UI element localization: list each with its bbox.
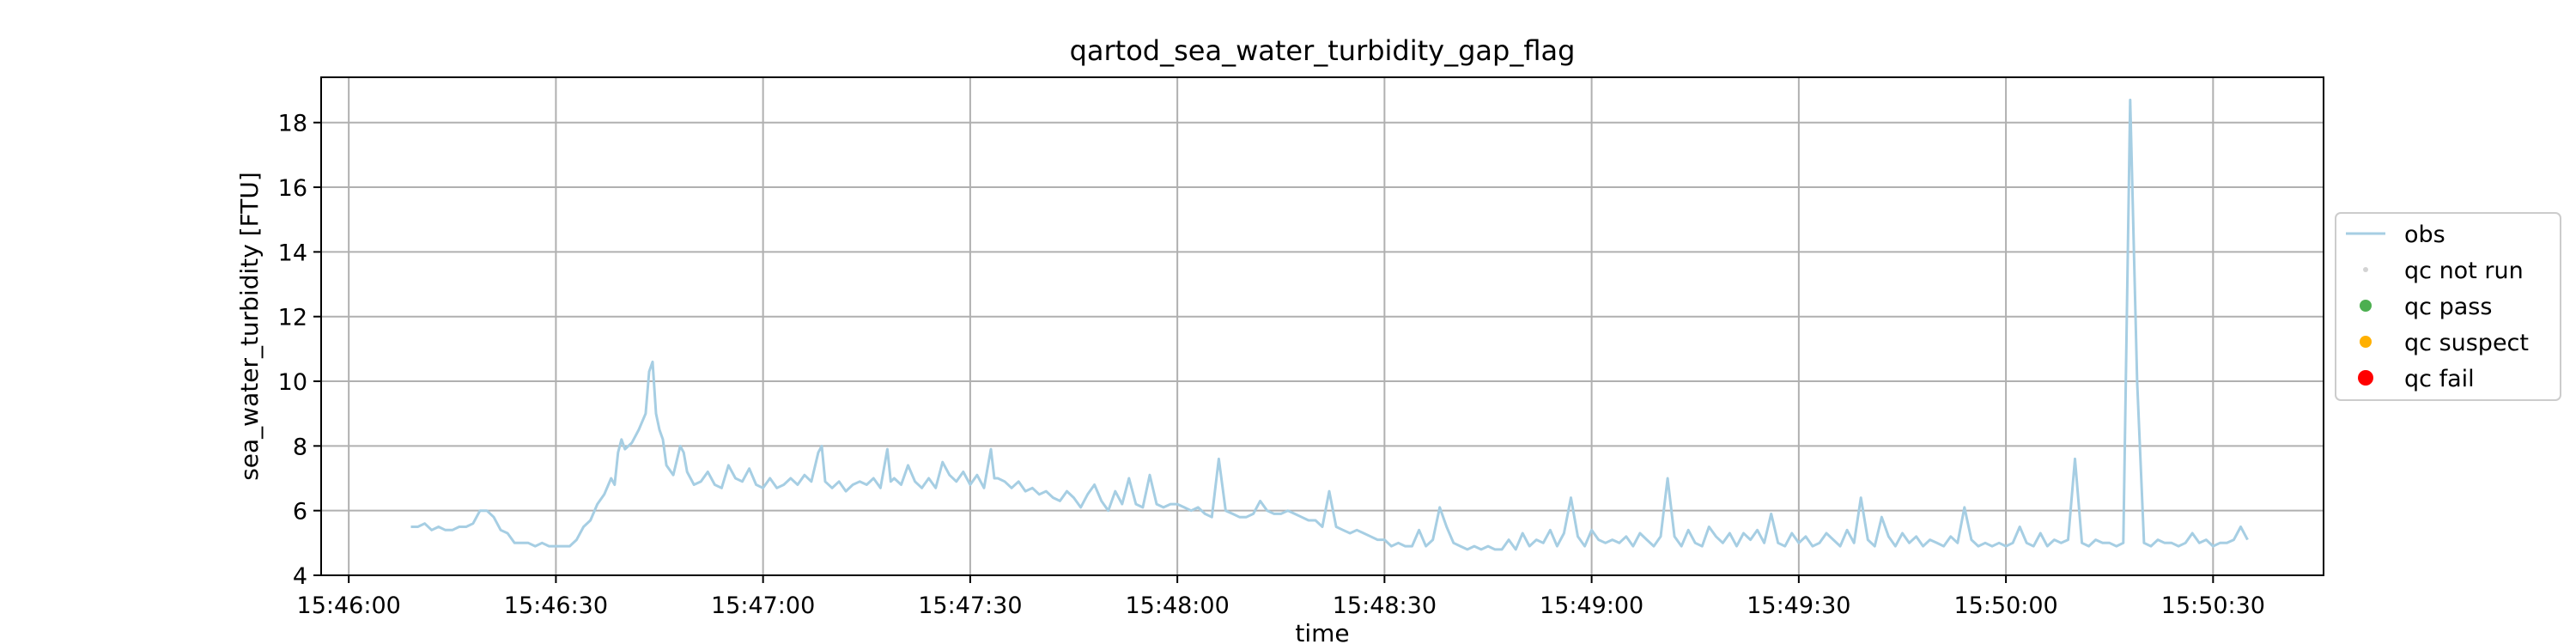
x-tick-label: 15:46:00 <box>297 592 401 619</box>
y-tick-label: 12 <box>278 305 307 331</box>
y-tick-label: 4 <box>293 563 307 590</box>
y-tick-label: 16 <box>278 175 307 202</box>
legend-marker-dot <box>2358 370 2373 386</box>
y-tick-label: 10 <box>278 369 307 396</box>
x-axis-label: time <box>1295 619 1349 644</box>
x-tick-label: 15:48:00 <box>1125 592 1229 619</box>
x-tick-label: 15:50:30 <box>2161 592 2265 619</box>
legend-label: obs <box>2404 222 2445 248</box>
legend-marker-dot <box>2363 267 2368 272</box>
plot-series <box>410 98 2249 551</box>
y-tick-label: 14 <box>278 240 307 266</box>
x-tick-label: 15:47:00 <box>711 592 815 619</box>
x-tick-label: 15:50:00 <box>1953 592 2057 619</box>
x-tick-label: 15:48:30 <box>1333 592 1437 619</box>
y-tick-label: 18 <box>278 111 307 137</box>
x-tick-label: 15:49:00 <box>1540 592 1643 619</box>
x-tick-label: 15:47:30 <box>918 592 1022 619</box>
chart-title: qartod_sea_water_turbidity_gap_flag <box>1070 34 1576 67</box>
y-axis-label: sea_water_turbidity [FTU] <box>235 172 264 481</box>
legend-label: qc fail <box>2404 366 2475 392</box>
x-tick-label: 15:46:30 <box>504 592 608 619</box>
legend-label: qc suspect <box>2404 330 2529 356</box>
y-axis: 4 6 8 10 12 14 16 18 <box>278 111 321 590</box>
y-tick-label: 8 <box>293 434 307 460</box>
legend-label: qc not run <box>2404 258 2524 284</box>
obs-series-line <box>410 98 2249 551</box>
legend-box <box>2335 212 2561 401</box>
legend-marker-dot <box>2360 300 2372 312</box>
legend-marker-dot <box>2360 336 2372 348</box>
legend-label: qc pass <box>2404 294 2492 320</box>
x-axis: 15:46:00 15:46:30 15:47:00 15:47:30 15:48:00… <box>297 575 2265 619</box>
plot-area-frame <box>320 76 2324 576</box>
y-tick-label: 6 <box>293 499 307 526</box>
x-tick-label: 15:49:30 <box>1747 592 1850 619</box>
legend: obs qc not run qc pass qc suspect qc fail <box>2335 212 2561 401</box>
